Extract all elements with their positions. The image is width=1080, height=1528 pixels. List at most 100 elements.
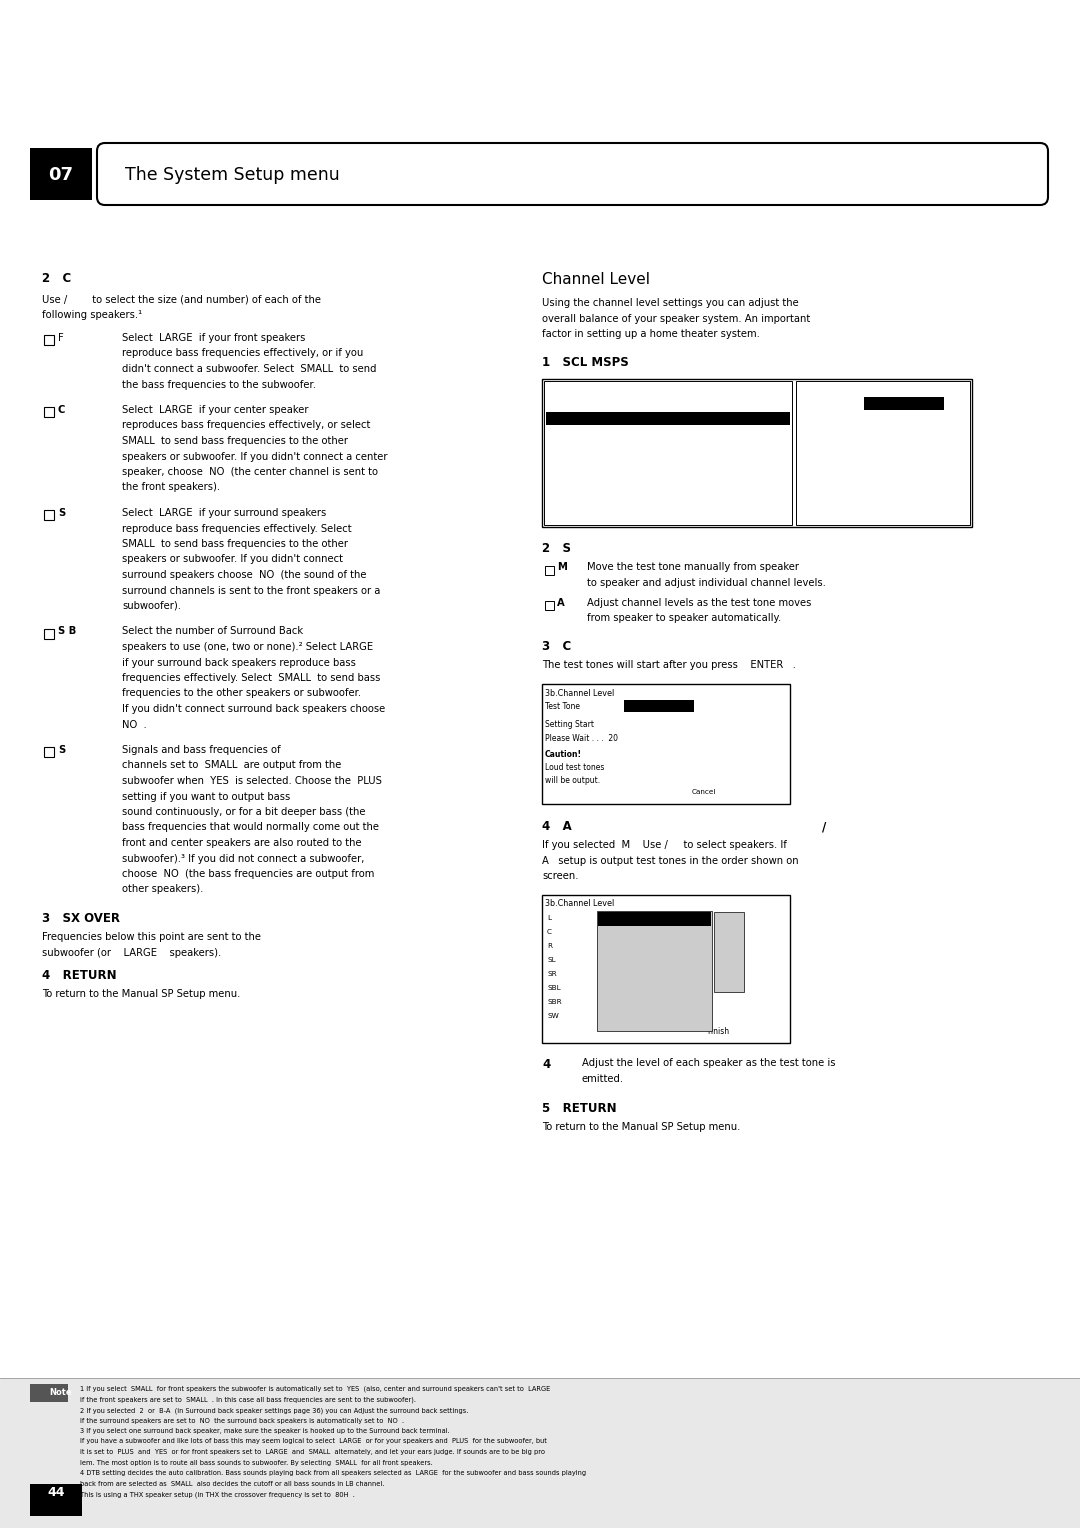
Text: the front speakers).: the front speakers). [122,483,220,492]
Text: 2 If you selected  2  or  B-A  (in Surround back speaker settings page 36) you c: 2 If you selected 2 or B-A (in Surround … [80,1407,469,1413]
Text: overall balance of your speaker system. An important: overall balance of your speaker system. … [542,313,810,324]
Text: lem. The most option is to route all bass sounds to subwoofer. By selecting  SMA: lem. The most option is to route all bas… [80,1459,433,1465]
Text: 0.0dB: 0.0dB [600,984,621,990]
Text: to speaker and adjust individual channel levels.: to speaker and adjust individual channel… [588,578,826,588]
Text: SMALL  to send bass frequencies to the other: SMALL to send bass frequencies to the ot… [122,539,348,549]
Text: reproduce bass frequencies effectively, or if you: reproduce bass frequencies effectively, … [122,348,363,359]
Text: c.Speaker Distance: c.Speaker Distance [548,428,622,437]
Text: If you didn't connect surround back speakers choose: If you didn't connect surround back spea… [122,704,386,714]
Bar [44,510,54,520]
Text: Using the channel level settings you can adjust the: Using the channel level settings you can… [542,298,799,309]
Text: 3 If you select one surround back speaker, make sure the speaker is hooked up to: 3 If you select one surround back speake… [80,1429,449,1433]
Text: a.Speaker Setting: a.Speaker Setting [548,399,617,408]
Text: SW: SW [546,1013,558,1019]
Text: other speakers).: other speakers). [122,885,203,894]
Text: emitted.: emitted. [582,1074,624,1083]
Text: Loud test tones: Loud test tones [545,762,605,772]
Text: Adjust channel levels as the test tone moves: Adjust channel levels as the test tone m… [588,597,811,608]
Text: A   setup is output test tones in the order shown on: A setup is output test tones in the orde… [542,856,798,865]
Text: 07: 07 [49,167,73,183]
Text: C: C [546,929,552,935]
Text: d.Bass Peak Level: d.Bass Peak Level [548,442,617,451]
Bar [542,894,789,1042]
Bar [542,685,789,804]
Text: 4   RETURN: 4 RETURN [42,969,117,983]
Text: 0.0dB: 0.0dB [600,970,621,976]
Text: ENTER:Next: ENTER:Next [615,510,658,516]
Text: 0.0dB: 0.0dB [600,929,621,935]
Text: will be output.: will be output. [545,776,600,785]
Bar [44,335,54,345]
Text: C: C [58,405,66,416]
Bar [44,406,54,417]
Text: 4   A: 4 A [542,821,571,833]
Text: following speakers.¹: following speakers.¹ [42,310,143,319]
Bar [542,379,972,527]
Text: SBR: SBR [546,998,562,1004]
Text: 5   RETURN: 5 RETURN [542,1102,617,1114]
Bar [796,380,970,524]
Text: choose  NO  (the bass frequencies are output from: choose NO (the bass frequencies are outp… [122,869,375,879]
Text: S: S [58,507,65,518]
Text: sound continuously, or for a bit deeper bass (the: sound continuously, or for a bit deeper … [122,807,365,817]
Bar [30,1384,68,1403]
Text: speakers or subwoofer. If you didn't connect: speakers or subwoofer. If you didn't con… [122,555,343,564]
Text: 3b.Channel Level: 3b.Channel Level [545,900,615,909]
Text: surround channels is sent to the front speakers or a: surround channels is sent to the front s… [122,585,380,596]
Text: If the surround speakers are set to  NO  the surround back speakers is automatic: If the surround speakers are set to NO t… [80,1418,404,1424]
Text: screen.: screen. [542,871,579,882]
Text: Note: Note [49,1387,71,1397]
Text: Move the test tone manually from speaker: Move the test tone manually from speaker [588,562,799,573]
Text: 0.0dB: 0.0dB [600,957,621,963]
Bar [598,912,711,926]
Text: 0.0dB: 0.0dB [600,914,621,920]
Text: Caution!: Caution! [545,750,582,759]
Text: R: R [546,943,552,949]
Text: L: L [546,914,551,920]
Text: Cancel: Cancel [692,788,716,795]
Bar [545,565,554,575]
Text: subwoofer (or    LARGE    speakers).: subwoofer (or LARGE speakers). [42,947,221,958]
Text: factor in setting up a home theater system.: factor in setting up a home theater syst… [542,329,760,339]
Text: Use /        to select the size (and number) of each of the: Use / to select the size (and number) of… [42,293,321,304]
Bar [44,747,54,756]
Text: 4: 4 [542,1059,550,1071]
Text: speakers to use (one, two or none).² Select LARGE: speakers to use (one, two or none).² Sel… [122,642,373,652]
Text: This is using a THX speaker setup (in THX the crossover frequency is set to  80H: This is using a THX speaker setup (in TH… [80,1491,355,1497]
Text: reproduces bass frequencies effectively, or select: reproduces bass frequencies effectively,… [122,420,370,431]
Text: S: S [58,746,65,755]
Text: Select  LARGE  if your front speakers: Select LARGE if your front speakers [122,333,306,342]
Bar [597,911,712,1030]
Text: 0.0dB: 0.0dB [600,998,621,1004]
Bar [546,411,789,425]
Text: Test Tone: Test Tone [799,399,834,408]
Text: 1 If you select  SMALL  for front speakers the subwoofer is automatically set to: 1 If you select SMALL for front speakers… [80,1386,550,1392]
Text: from speaker to speaker automatically.: from speaker to speaker automatically. [588,613,781,623]
Text: SMALL  to send bass frequencies to the other: SMALL to send bass frequencies to the ot… [122,435,348,446]
Text: Cancel: Cancel [714,510,739,516]
Text: S.Manual SP Setup: S.Manual SP Setup [546,385,622,394]
Text: subwoofer).: subwoofer). [122,601,181,611]
Text: A: A [557,597,565,608]
Text: Setting Start: Setting Start [545,720,594,729]
Text: channels set to  SMALL  are output from the: channels set to SMALL are output from th… [122,761,341,770]
Text: frequencies effectively. Select  SMALL  to send bass: frequencies effectively. Select SMALL to… [122,672,380,683]
Text: 3b.Channel Level: 3b.Channel Level [799,385,868,394]
Text: 4 DTB setting decides the auto calibration. Bass sounds playing back from all sp: 4 DTB setting decides the auto calibrati… [80,1470,586,1476]
Text: speaker, choose  NO  (the center channel is sent to: speaker, choose NO (the center channel i… [122,468,378,477]
Text: reproduce bass frequencies effectively. Select: reproduce bass frequencies effectively. … [122,524,352,533]
Bar [864,396,944,410]
Text: Signals and bass frequencies of: Signals and bass frequencies of [122,746,281,755]
Text: To return to the Manual SP Setup menu.: To return to the Manual SP Setup menu. [542,1122,741,1132]
Text: If you have a subwoofer and like lots of bass this may seem logical to select  L: If you have a subwoofer and like lots of… [80,1438,546,1444]
Text: surround speakers choose  NO  (the sound of the: surround speakers choose NO (the sound o… [122,570,366,581]
Text: speakers or subwoofer. If you didn't connect a center: speakers or subwoofer. If you didn't con… [122,451,388,461]
Text: the bass frequencies to the subwoofer.: the bass frequencies to the subwoofer. [122,379,316,390]
Text: 3   SX OVER: 3 SX OVER [42,912,120,924]
FancyBboxPatch shape [97,144,1048,205]
Text: subwoofer).³ If you did not connect a subwoofer,: subwoofer).³ If you did not connect a su… [122,854,364,863]
Text: if your surround back speakers reproduce bass: if your surround back speakers reproduce… [122,657,356,668]
Text: Test Tone: Test Tone [545,701,580,711]
Text: NO  .: NO . [122,720,147,729]
Text: 3b.Channel Level: 3b.Channel Level [545,689,615,698]
